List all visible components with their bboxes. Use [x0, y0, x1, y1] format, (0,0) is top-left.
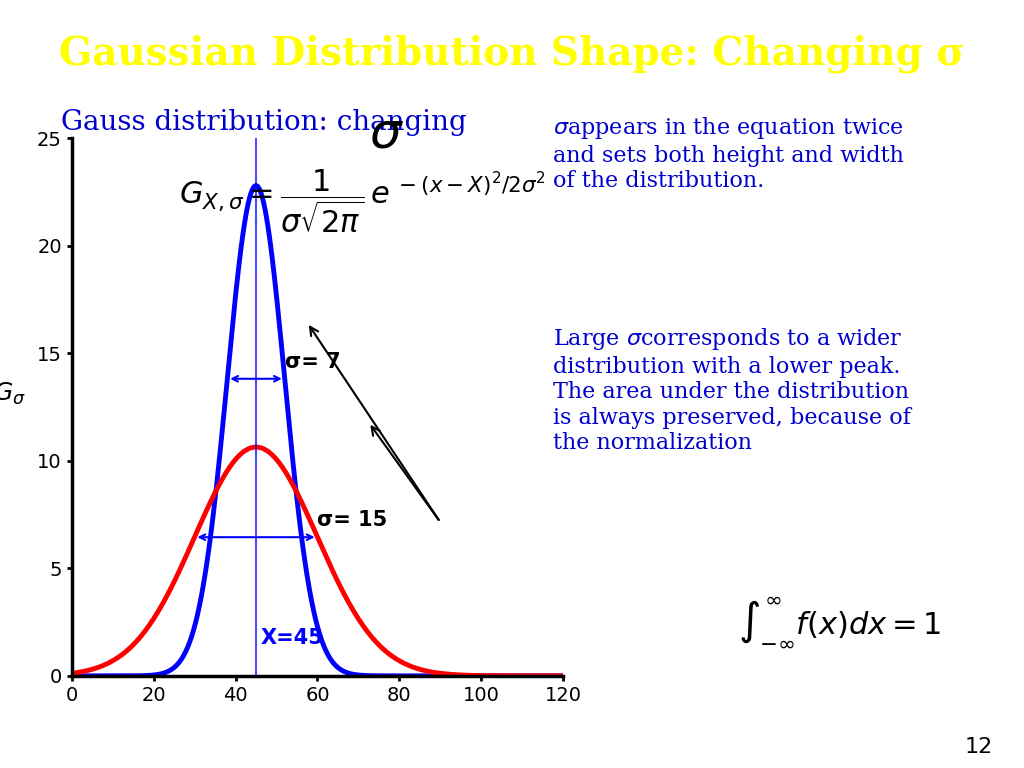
- Text: 12: 12: [965, 737, 993, 756]
- Text: Gaussian Distribution Shape: Changing σ: Gaussian Distribution Shape: Changing σ: [59, 35, 965, 73]
- Text: Gauss distribution: changing: Gauss distribution: changing: [61, 109, 467, 137]
- Text: Large $\sigma$corresponds to a wider
distribution with a lower peak.
The area un: Large $\sigma$corresponds to a wider dis…: [553, 326, 910, 454]
- Text: σ= 7: σ= 7: [285, 352, 340, 372]
- Text: $\int_{-\infty}^{\infty} f(x)dx = 1$: $\int_{-\infty}^{\infty} f(x)dx = 1$: [738, 595, 941, 649]
- Text: X=45: X=45: [260, 627, 323, 647]
- Text: $G_{X,\sigma} = \dfrac{1}{\sigma\sqrt{2\pi}}\,e^{\,-(x-X)^2/2\sigma^2}$: $G_{X,\sigma} = \dfrac{1}{\sigma\sqrt{2\…: [179, 167, 546, 235]
- Text: σ= 15: σ= 15: [317, 511, 388, 531]
- Text: $\sigma$: $\sigma$: [369, 109, 403, 157]
- Y-axis label: $G_\sigma$: $G_\sigma$: [0, 381, 26, 407]
- Text: $\sigma$appears in the equation twice
and sets both height and width
of the dist: $\sigma$appears in the equation twice an…: [553, 115, 904, 192]
